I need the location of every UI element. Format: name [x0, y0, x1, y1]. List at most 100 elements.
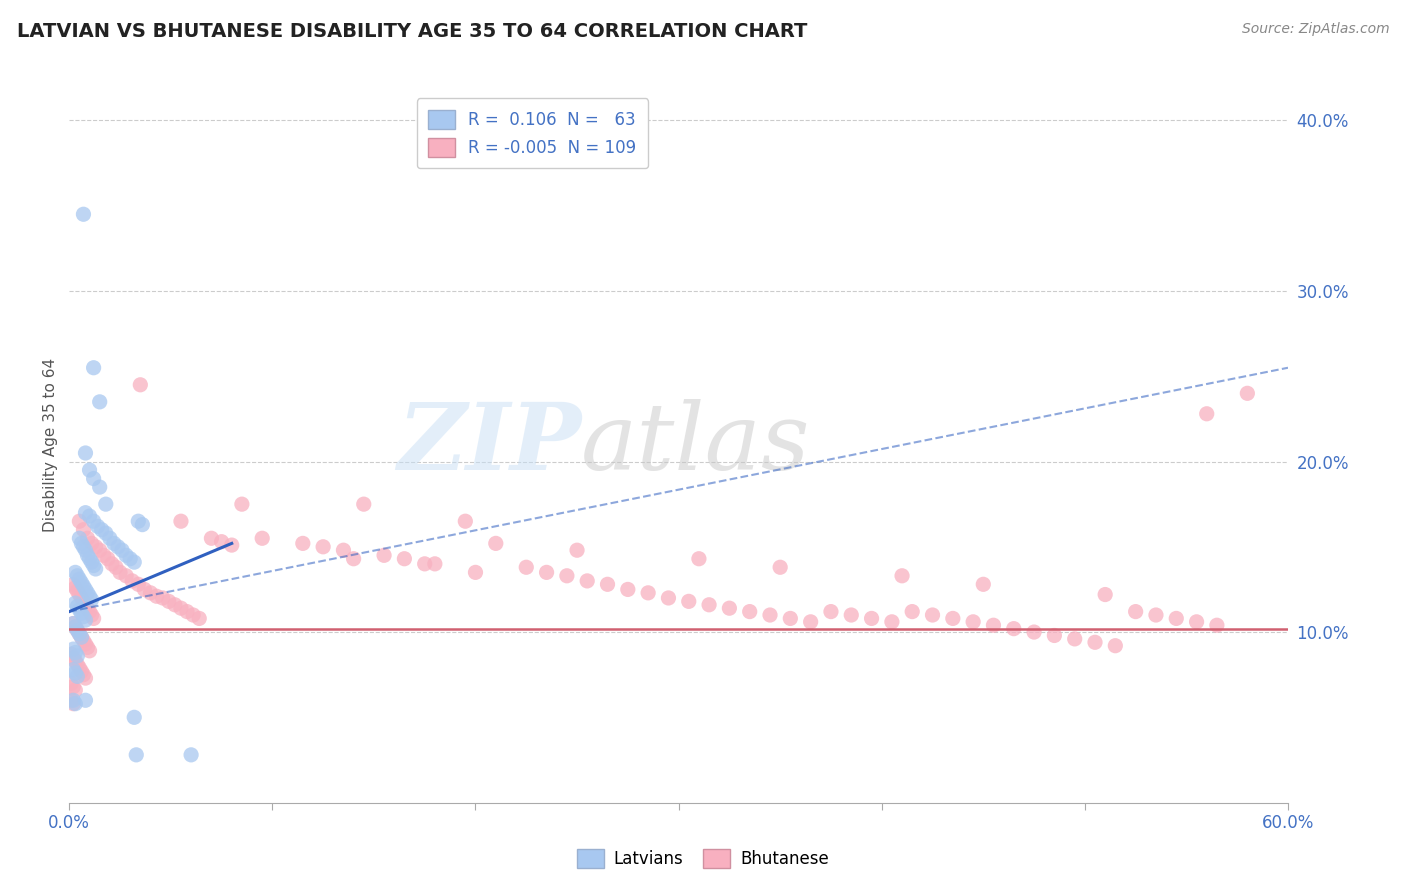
Point	[60, 647, 83, 661]
Point	[121, 574, 143, 588]
Point	[536, 566, 558, 580]
Point	[75, 582, 97, 597]
Point	[65, 581, 87, 595]
Point	[1094, 588, 1116, 602]
Point	[86, 519, 108, 533]
Point	[62, 650, 84, 665]
Point	[942, 611, 965, 625]
Point	[962, 615, 984, 629]
Point	[79, 509, 101, 524]
Point	[67, 514, 90, 528]
Point	[1144, 607, 1167, 622]
Point	[373, 549, 395, 563]
Point	[65, 654, 87, 668]
Point	[79, 644, 101, 658]
Point	[66, 584, 89, 599]
Point	[120, 551, 142, 566]
Point	[485, 536, 508, 550]
Point	[1063, 632, 1085, 646]
Point	[76, 531, 98, 545]
Point	[111, 543, 134, 558]
Point	[188, 611, 211, 625]
Point	[97, 551, 120, 566]
Point	[93, 549, 115, 563]
Point	[79, 463, 101, 477]
Point	[1125, 605, 1147, 619]
Point	[76, 549, 98, 563]
Point	[1205, 618, 1227, 632]
Point	[779, 611, 801, 625]
Point	[139, 586, 162, 600]
Point	[65, 620, 87, 634]
Point	[880, 615, 903, 629]
Point	[637, 586, 659, 600]
Point	[62, 616, 84, 631]
Point	[84, 562, 107, 576]
Point	[70, 575, 93, 590]
Point	[72, 594, 94, 608]
Point	[122, 555, 145, 569]
Point	[127, 514, 149, 528]
Point	[555, 569, 578, 583]
Point	[83, 472, 105, 486]
Point	[67, 661, 90, 675]
Point	[145, 589, 167, 603]
Point	[89, 543, 111, 558]
Point	[103, 536, 125, 550]
Point	[170, 601, 193, 615]
Point	[1195, 407, 1218, 421]
Point	[62, 642, 84, 657]
Point	[67, 603, 90, 617]
Point	[79, 589, 101, 603]
Legend: R =  0.106  N =   63, R = -0.005  N = 109: R = 0.106 N = 63, R = -0.005 N = 109	[416, 98, 648, 169]
Point	[860, 611, 883, 625]
Point	[66, 599, 89, 614]
Point	[738, 605, 761, 619]
Point	[152, 591, 174, 605]
Point	[413, 557, 436, 571]
Point	[157, 594, 180, 608]
Point	[617, 582, 640, 597]
Point	[75, 598, 97, 612]
Point	[1104, 639, 1126, 653]
Point	[312, 540, 335, 554]
Point	[80, 536, 103, 550]
Point	[65, 620, 87, 634]
Point	[72, 579, 94, 593]
Point	[657, 591, 679, 605]
Point	[65, 665, 87, 680]
Point	[515, 560, 537, 574]
Point	[127, 577, 149, 591]
Point	[108, 566, 131, 580]
Point	[1002, 622, 1025, 636]
Text: Source: ZipAtlas.com: Source: ZipAtlas.com	[1241, 22, 1389, 37]
Point	[921, 607, 943, 622]
Point	[75, 506, 97, 520]
Point	[107, 540, 129, 554]
Point	[1084, 635, 1107, 649]
Point	[94, 497, 117, 511]
Point	[125, 747, 148, 762]
Point	[67, 531, 90, 545]
Point	[332, 543, 354, 558]
Point	[67, 627, 90, 641]
Point	[66, 657, 89, 672]
Point	[1166, 611, 1188, 625]
Point	[75, 446, 97, 460]
Point	[75, 637, 97, 651]
Point	[60, 693, 83, 707]
Point	[66, 669, 89, 683]
Point	[76, 640, 98, 655]
Point	[454, 514, 477, 528]
Point	[75, 543, 97, 558]
Point	[83, 514, 105, 528]
Point	[134, 582, 156, 597]
Point	[200, 531, 222, 545]
Point	[66, 624, 89, 638]
Point	[170, 514, 193, 528]
Point	[800, 615, 823, 629]
Point	[67, 572, 90, 586]
Point	[464, 566, 486, 580]
Point	[353, 497, 375, 511]
Point	[67, 588, 90, 602]
